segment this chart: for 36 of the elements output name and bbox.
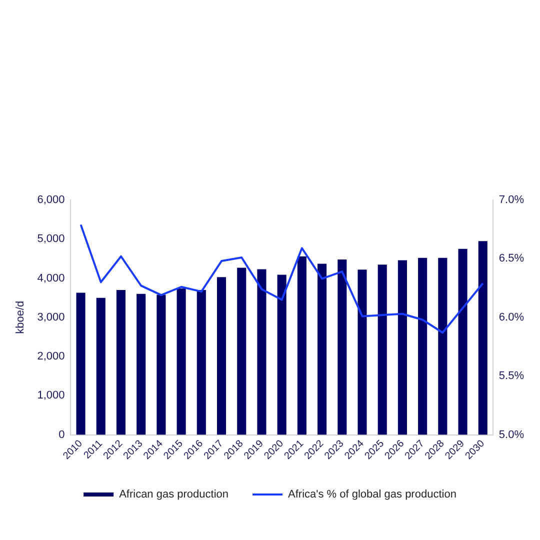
bar <box>338 259 347 435</box>
y2-tick-label: 5.0% <box>498 428 524 441</box>
bar <box>216 277 226 435</box>
bar <box>438 258 448 435</box>
y-tick-label: 6,000 <box>37 194 65 206</box>
bar <box>297 256 306 435</box>
y2-tick-label: 7.0% <box>498 194 524 206</box>
y2-tick-label: 6.0% <box>498 311 524 324</box>
bar <box>358 270 367 435</box>
y-tick-label: 2,000 <box>37 350 65 363</box>
bar <box>116 290 126 435</box>
legend-label: Africa's % of global gas production <box>288 488 456 501</box>
bar <box>418 258 428 435</box>
bar <box>176 288 186 435</box>
bar <box>96 298 106 435</box>
legend-label: African gas production <box>119 488 229 501</box>
y-axis-title: kboe/d <box>14 300 27 334</box>
y-tick-label: 3,000 <box>37 311 65 324</box>
bar <box>318 264 327 435</box>
y-tick-label: 4,000 <box>37 272 65 284</box>
bar <box>237 268 246 435</box>
y-tick-label: 1,000 <box>37 390 65 402</box>
bar <box>378 264 387 435</box>
y-tick-label: 0 <box>58 428 65 441</box>
bar <box>76 292 86 435</box>
bar <box>196 290 206 435</box>
y2-tick-label: 5.5% <box>498 370 524 382</box>
bar <box>458 248 468 435</box>
y-tick-label: 5,000 <box>37 233 65 246</box>
bar <box>398 260 407 435</box>
bar <box>257 269 266 435</box>
bar <box>136 294 146 435</box>
bar <box>277 274 286 435</box>
bar <box>478 241 488 435</box>
bar <box>156 294 166 435</box>
y2-tick-label: 6.5% <box>498 252 524 265</box>
